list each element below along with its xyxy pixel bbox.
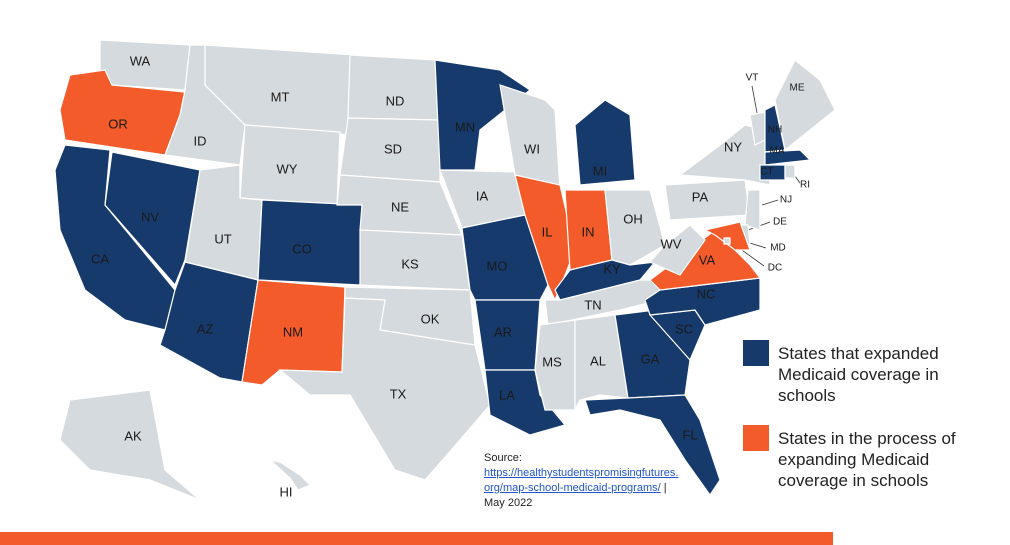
- state-label: NH: [768, 125, 782, 136]
- state-label: TX: [390, 386, 407, 401]
- state-label: NY: [724, 139, 742, 154]
- state-label: MA: [770, 146, 785, 157]
- state-label: AK: [124, 428, 142, 443]
- state-label: AZ: [197, 321, 214, 336]
- state-label: CT: [760, 167, 773, 178]
- state-label: NE: [391, 199, 409, 214]
- state: [54, 144, 176, 331]
- state-label: KS: [401, 256, 419, 271]
- state: [59, 389, 201, 501]
- state-label: ME: [790, 83, 805, 94]
- state-label: WV: [661, 236, 682, 251]
- state-label: RI: [800, 180, 810, 191]
- legend-swatch: [743, 340, 769, 366]
- state-label: MS: [542, 354, 562, 369]
- state-label: MI: [593, 163, 607, 178]
- state: [278, 297, 491, 481]
- footer-bar: [0, 532, 833, 545]
- state-label: AL: [590, 353, 606, 368]
- state-label: NC: [697, 286, 716, 301]
- state-label: PA: [692, 189, 709, 204]
- state: [534, 319, 576, 411]
- state-label: IL: [542, 224, 553, 239]
- state-label: WA: [130, 53, 151, 68]
- state: [584, 394, 721, 497]
- date: May 2022: [484, 497, 533, 509]
- state-label: DC: [768, 263, 782, 274]
- state-label: DE: [773, 217, 787, 228]
- state-label: OK: [421, 311, 440, 326]
- state-label: NM: [283, 324, 303, 339]
- separator: |: [663, 482, 667, 494]
- legend-swatch: [743, 425, 769, 451]
- state-label: OR: [108, 116, 128, 131]
- state: [604, 189, 666, 266]
- state-label: MT: [271, 89, 290, 104]
- state-label: OH: [623, 211, 643, 226]
- state: [649, 224, 706, 276]
- state-label: NJ: [780, 195, 792, 206]
- state-label: GA: [641, 351, 660, 366]
- state-label: CO: [292, 241, 312, 256]
- state: [499, 84, 561, 191]
- state-label: LA: [499, 387, 515, 402]
- state-label: ID: [194, 133, 207, 148]
- state-label: SD: [384, 141, 402, 156]
- state-label: FL: [682, 427, 697, 442]
- legend-text: States that expanded Medicaid coverage i…: [778, 344, 939, 405]
- state-label: HI: [280, 484, 293, 499]
- state-label: VA: [699, 252, 716, 267]
- state-label: CA: [91, 251, 109, 266]
- state-label: UT: [214, 231, 231, 246]
- state: [99, 39, 191, 91]
- state: [267, 458, 312, 491]
- state-label: TN: [584, 297, 601, 312]
- source-label: Source:: [484, 452, 522, 464]
- legend-text: States in the process of expanding Medic…: [778, 429, 956, 490]
- state-label: KY: [603, 261, 621, 276]
- state-label: IA: [476, 188, 489, 203]
- state: [723, 237, 731, 245]
- state-label: MO: [487, 258, 508, 273]
- state: [744, 189, 761, 231]
- state-label: VT: [746, 73, 759, 84]
- source-link[interactable]: https://healthystudentspromisingfutures.…: [484, 467, 679, 494]
- state-label: SC: [675, 321, 693, 336]
- state-label: WY: [277, 161, 298, 176]
- state: [703, 221, 751, 251]
- state-label: WI: [524, 141, 540, 156]
- state: [759, 164, 786, 181]
- state-label: NV: [141, 209, 159, 224]
- state-label: MD: [770, 243, 786, 254]
- state: [104, 151, 201, 287]
- source: Source: https://healthystudentspromising…: [484, 451, 684, 511]
- state-label: AR: [494, 324, 512, 339]
- state-label: ND: [386, 93, 405, 108]
- state: [574, 99, 636, 186]
- state-label: IN: [582, 224, 595, 239]
- state: [784, 164, 796, 179]
- state: [764, 149, 812, 166]
- state: [774, 59, 836, 152]
- state: [347, 54, 441, 121]
- state-label: MN: [455, 119, 475, 134]
